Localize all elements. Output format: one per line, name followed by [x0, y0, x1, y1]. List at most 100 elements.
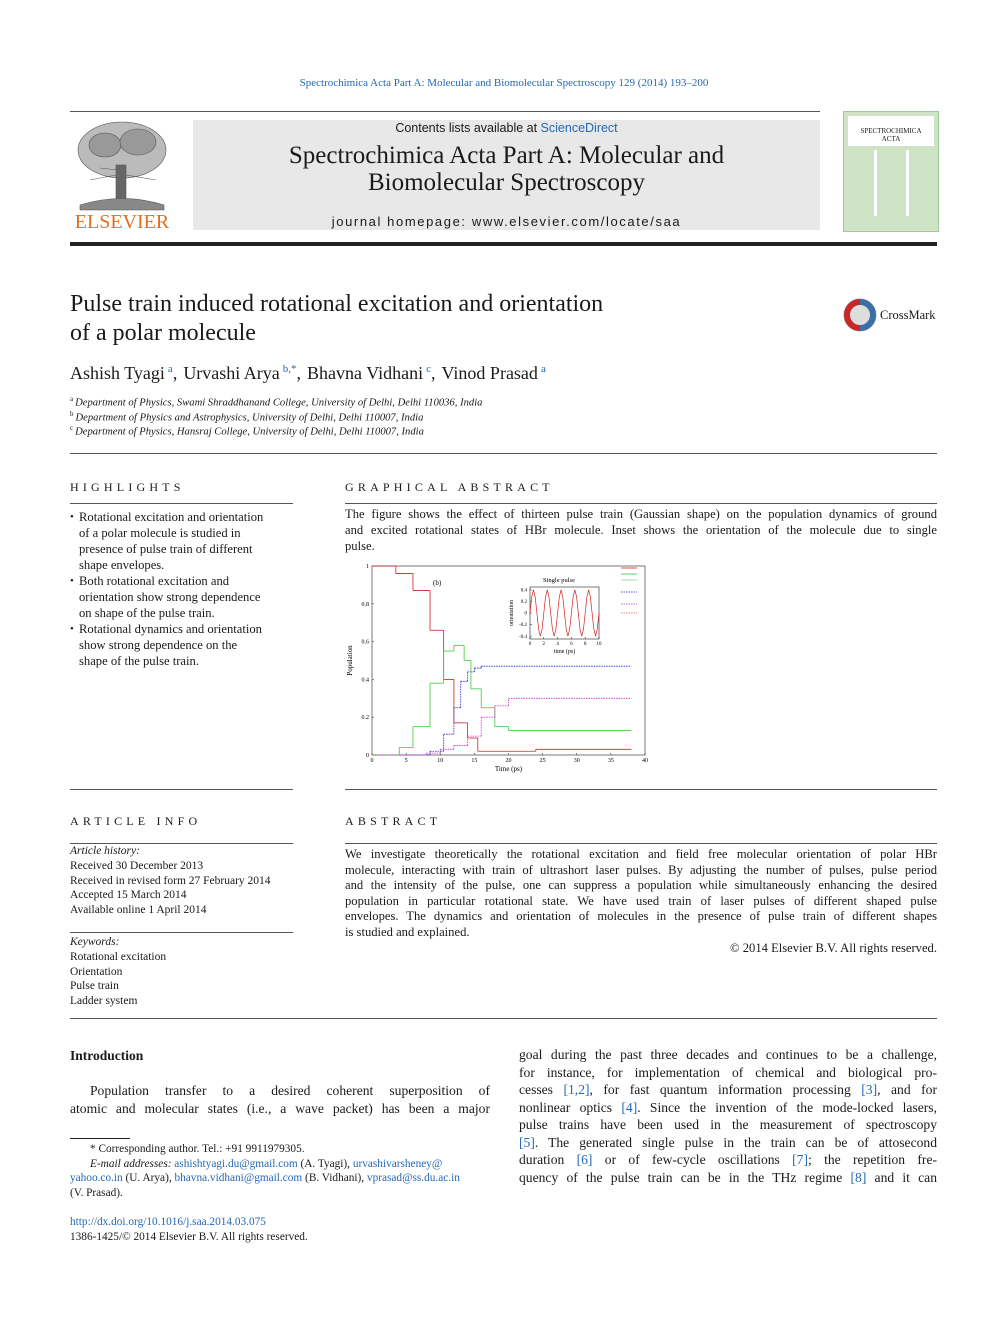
footnote-text: (B. Vidhani), [302, 1172, 367, 1185]
author-name: Ashish Tyagi [70, 363, 165, 383]
journal-homepage[interactable]: journal homepage: www.elsevier.com/locat… [331, 214, 682, 229]
affiliation: a Department of Physics, Swami Shraddhana… [70, 395, 482, 409]
affiliation-text: Department of Physics and Astrophysics, … [75, 412, 424, 424]
reference-link[interactable]: [3] [861, 1082, 878, 1097]
author-affiliation[interactable]: a [167, 363, 173, 375]
footnote-text: * Corresponding author. Tel.: +91 991197… [90, 1143, 305, 1155]
issn: 1386-1425/© 2014 Elsevier B.V. All right… [70, 1231, 308, 1243]
citation[interactable]: Spectrochimica Acta Part A: Molecular an… [299, 77, 709, 89]
text-line: cesses [1,2], for fast quantum informati… [519, 1082, 937, 1097]
history-line: Received 30 December 2013 [70, 860, 204, 872]
journal-title-1: Spectrochimica Acta Part A: Molecular an… [288, 142, 725, 169]
keywords-label: Keywords: [70, 936, 120, 948]
x-tick-label: 40 [642, 758, 648, 764]
y-axis-label: orientation [509, 600, 515, 626]
journal-cover: SPECTROCHIMICA ACTA [843, 111, 939, 232]
y-tick-label: 0.2 [362, 715, 370, 721]
footnote-text: E-mail addresses: [90, 1157, 175, 1170]
thick-rule [70, 242, 937, 246]
highlight-line: show strong dependence on the [79, 638, 238, 652]
text-line: is studied and explained. [345, 925, 470, 939]
email-link[interactable]: yahoo.co.in [70, 1172, 123, 1185]
highlight-line: orientation show strong dependence [79, 590, 261, 604]
keyword: Ladder system [70, 994, 138, 1007]
footnote-line: E-mail addresses: ashishtyagi.du@gmail.c… [90, 1158, 442, 1170]
rule [70, 789, 293, 790]
highlight-line: shape of the pulse train. [79, 654, 199, 668]
text-line: and the intensity of the pulse, one can … [345, 878, 937, 893]
history-line: Available online 1 April 2014 [70, 903, 207, 916]
rule [345, 843, 937, 844]
sciencedirect-link[interactable]: ScienceDirect [540, 121, 618, 135]
text-line: and excited rotational states of HBr mol… [345, 523, 937, 537]
reference-link[interactable]: [5] [519, 1134, 535, 1150]
x-tick-label: 25 [540, 758, 546, 764]
author-name: Bhavna Vidhani [307, 363, 424, 383]
reference-link[interactable]: [6] [576, 1152, 593, 1167]
highlight-line: on shape of the pulse train. [79, 606, 215, 620]
y-tick-label: 1 [366, 564, 369, 570]
email-link[interactable]: ashishtyagi.du@gmail.com [174, 1157, 298, 1170]
author-affiliation[interactable]: a [540, 363, 546, 375]
highlight-line: of a polar molecule is studied in [79, 526, 241, 540]
y-tick-label: 0.8 [362, 602, 370, 608]
x-tick-label: 6 [570, 642, 573, 647]
footnote-text: (U. Arya), [122, 1172, 175, 1185]
rule [70, 111, 820, 112]
authors: Ashish Tyagi a, Urvashi Arya b,*, Bhavna Vid… [70, 363, 546, 384]
affiliation-label: b [70, 409, 74, 418]
cover-label [848, 116, 934, 146]
x-axis-label: Time (ps) [495, 765, 523, 773]
section-title: Introduction [70, 1048, 144, 1063]
affiliation: b Department of Physics and Astrophysics,… [70, 410, 423, 424]
x-tick-label: 30 [574, 758, 580, 764]
footnote-rule [70, 1138, 130, 1139]
rule [70, 453, 937, 454]
text-line: The figure shows the effect of thirteen … [345, 507, 937, 521]
cover-title: SPECTROCHIMICA [860, 127, 922, 135]
doi[interactable]: http://dx.doi.org/10.1016/j.saa.2014.03.… [70, 1216, 266, 1228]
y-tick-label: 0 [366, 753, 369, 759]
text-line: molecule, interacting with train of ultr… [345, 862, 937, 877]
x-axis-label: time (ps) [554, 648, 576, 655]
highlight-line: shape envelopes. [79, 558, 165, 572]
email-link[interactable]: vprasad@ss.du.ac.in [366, 1172, 460, 1185]
section-heading: ABSTRACT [345, 814, 442, 828]
keyword: Rotational excitation [70, 951, 167, 963]
text-line: population in particular rotational stat… [345, 893, 937, 908]
reference-link[interactable]: [7] [792, 1152, 808, 1167]
author-affiliation[interactable]: c [426, 363, 432, 375]
cover-stripe [906, 150, 909, 216]
crossmark-label[interactable]: CrossMark [880, 308, 936, 322]
reference-link[interactable]: [4] [621, 1099, 638, 1115]
author-affiliation[interactable]: b,* [282, 363, 297, 375]
footnote-line: yahoo.co.in (U. Arya), bhavna.vidhani@gm… [70, 1172, 460, 1184]
y-tick-label: 0 [525, 612, 528, 617]
copyright: © 2014 Elsevier B.V. All rights reserved… [730, 941, 937, 955]
email-link[interactable]: bhavna.vidhani@gmail.com [174, 1172, 303, 1185]
text-line: atomic and molecular states (i.e., a wav… [70, 1100, 490, 1116]
text-line: [5]. The generated single pulse in the t… [519, 1134, 937, 1150]
text-line: pulse. [345, 539, 375, 553]
contents-line: Contents lists available at ScienceDirec… [193, 121, 820, 135]
x-tick-label: 4 [556, 642, 559, 647]
highlight-line: Both rotational excitation and [79, 574, 230, 588]
keyword: Orientation [70, 965, 123, 978]
x-tick-label: 8 [584, 642, 587, 647]
affiliation: c Department of Physics, Hansraj College,… [70, 424, 424, 438]
crossmark-icon[interactable] [843, 298, 879, 334]
article-title: Pulse train induced rotational excitatio… [70, 291, 604, 317]
x-tick-label: 10 [437, 758, 443, 764]
email-link[interactable]: urvashivarsheney@ [352, 1157, 443, 1170]
rule [70, 1018, 937, 1019]
bullet: • [70, 623, 74, 635]
y-tick-label: 0.2 [521, 600, 528, 605]
reference-link[interactable]: [8] [850, 1169, 867, 1185]
panel-label: (b) [433, 579, 442, 587]
text-line: duration [6] or of few-cycle oscillation… [519, 1152, 937, 1167]
reference-link[interactable]: [1,2] [563, 1082, 590, 1097]
affiliation-label: c [70, 424, 74, 432]
line-series [529, 589, 600, 637]
author-separator: , [296, 363, 302, 383]
